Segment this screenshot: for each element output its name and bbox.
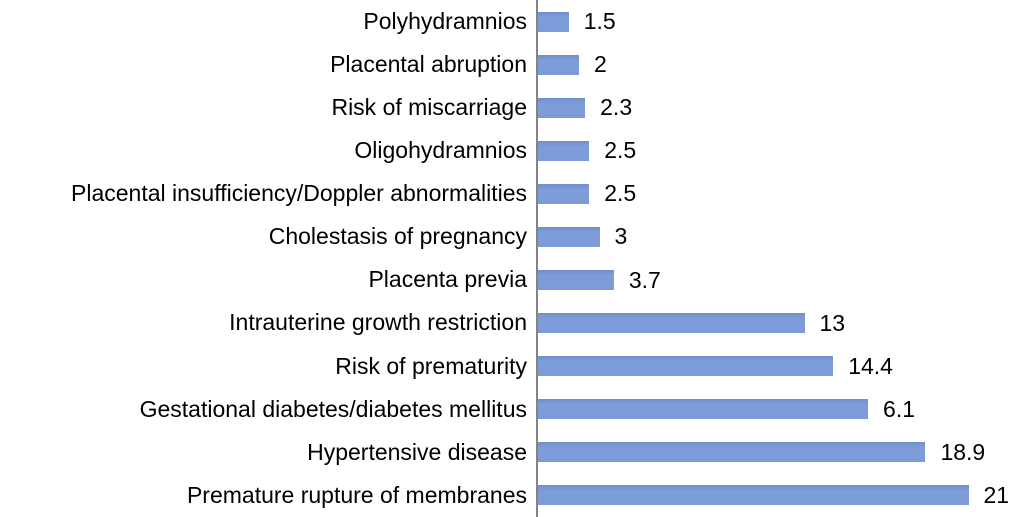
category-label: Hypertensive disease [307,438,527,465]
category-label: Risk of miscarriage [331,94,527,121]
plot-area: 2.5 [536,172,1024,216]
plot-area: 3.7 [536,258,1024,302]
value-label: 1.5 [583,8,616,35]
chart-row: Cholestasis of pregnancy 3 [0,215,1024,259]
chart-row: Premature rupture of membranes 21 [0,473,1024,517]
category-label: Oligohydramnios [354,137,527,164]
value-label: 18.9 [940,438,986,465]
bar [538,226,600,247]
chart-row: Placental abruption 2 [0,43,1024,87]
category-label: Polyhydramnios [363,7,527,34]
plot-area: 2 [536,43,1024,87]
value-label: 2.5 [604,180,637,207]
value-label: 6.1 [883,395,916,422]
bar [538,270,614,290]
bar [538,399,869,420]
bar [538,11,569,32]
plot-area: 18.9 [536,430,1024,474]
chart-row: Hypertensive disease 18.9 [0,430,1024,474]
bar [538,442,926,463]
value-label: 21 [983,481,1010,508]
plot-area: 21 [536,473,1024,517]
category-label: Gestational diabetes/diabetes mellitus [139,395,527,422]
category-label: Premature rupture of membranes [186,481,527,508]
value-label: 2.3 [600,94,633,121]
value-label: 2.5 [604,137,637,164]
value-label: 14.4 [848,352,893,379]
category-label: Risk of prematurity [335,352,527,379]
category-label: Placental abruption [330,50,527,77]
bar [538,313,805,334]
value-label: 3.7 [628,266,661,293]
category-label: Placenta previa [368,266,527,293]
bar [538,54,579,75]
chart-row: Oligohydramnios 2.5 [0,129,1024,173]
bar [538,97,586,118]
bar [538,356,834,377]
plot-area: 2.5 [536,129,1024,173]
bar [538,485,969,506]
category-label: Cholestasis of pregnancy [268,223,527,250]
chart-row: Risk of prematurity 14.4 [0,344,1024,388]
chart-row: Intrauterine growth restriction 13 [0,301,1024,345]
category-label: Placental insufficiency/Doppler abnormal… [71,180,527,207]
category-label: Intrauterine growth restriction [229,309,527,336]
value-label: 13 [819,309,846,336]
chart-row: Polyhydramnios 1.5 [0,0,1024,44]
plot-area: 1.5 [536,0,1024,44]
plot-area: 2.3 [536,86,1024,130]
chart-row: Placenta previa 3.7 [0,258,1024,302]
bar [538,183,590,204]
plot-area: 13 [536,301,1024,345]
plot-area: 14.4 [536,344,1024,388]
value-label: 3 [614,223,628,250]
chart-row: Gestational diabetes/diabetes mellitus 6… [0,387,1024,431]
chart-row: Risk of miscarriage 2.3 [0,86,1024,130]
bar [538,140,590,161]
plot-area: 6.1 [536,387,1024,431]
chart-row: Placental insufficiency/Doppler abnormal… [0,172,1024,216]
plot-area: 3 [536,215,1024,259]
value-label: 2 [594,51,607,78]
